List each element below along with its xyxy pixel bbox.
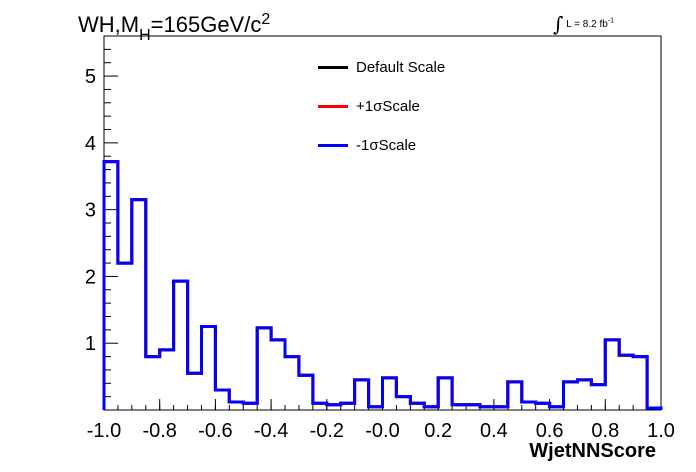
- legend-item-default-scale: Default Scale: [318, 56, 445, 78]
- y-tick-label: 5: [85, 66, 96, 88]
- x-tick-label: -1.0: [87, 420, 121, 442]
- chart-title: WH,MH=165GeV/c2: [78, 11, 271, 44]
- legend-swatch: [318, 143, 348, 147]
- x-tick-label: -0.6: [198, 420, 232, 442]
- histogram-series: [102, 160, 663, 410]
- luminosity-label: ∫ L = 8.2 fb-1: [553, 12, 615, 36]
- x-tick-label: 0.4: [480, 420, 508, 442]
- x-tick-label: -0.4: [254, 420, 288, 442]
- legend-label: +1σScale: [356, 97, 420, 115]
- x-axis: -1.0 -0.8 -0.6 -0.4 -0.2 -0.0 0.2 0.4 0.6 0.8 1.0: [87, 399, 675, 442]
- x-tick-label: -0.0: [365, 420, 399, 442]
- y-tick-label: 4: [85, 133, 96, 155]
- x-tick-label: -0.2: [310, 420, 344, 442]
- y-tick-label: 2: [85, 266, 96, 288]
- x-tick-label: 1.0: [647, 420, 675, 442]
- integral-symbol: ∫: [553, 12, 564, 36]
- legend: Default Scale +1σScale -1σScale: [318, 56, 445, 173]
- legend-label: -1σScale: [356, 136, 417, 154]
- x-tick-label: 0.8: [591, 420, 619, 442]
- x-tick-label: 0.2: [424, 420, 452, 442]
- legend-swatch: [318, 104, 348, 108]
- x-tick-label: -0.8: [142, 420, 176, 442]
- series-line-2: [102, 160, 663, 410]
- x-tick-label: 0.6: [536, 420, 564, 442]
- legend-label: Default Scale: [356, 58, 446, 76]
- y-axis: 1 2 3 4 5: [85, 48, 118, 398]
- legend-item-minus-sigma: -1σScale: [318, 134, 445, 156]
- legend-swatch: [318, 65, 348, 69]
- legend-item-plus-sigma: +1σScale: [318, 95, 445, 117]
- y-tick-label: 1: [85, 333, 96, 355]
- x-axis-title: WjetNNScore: [529, 440, 656, 462]
- y-tick-label: 3: [85, 200, 96, 222]
